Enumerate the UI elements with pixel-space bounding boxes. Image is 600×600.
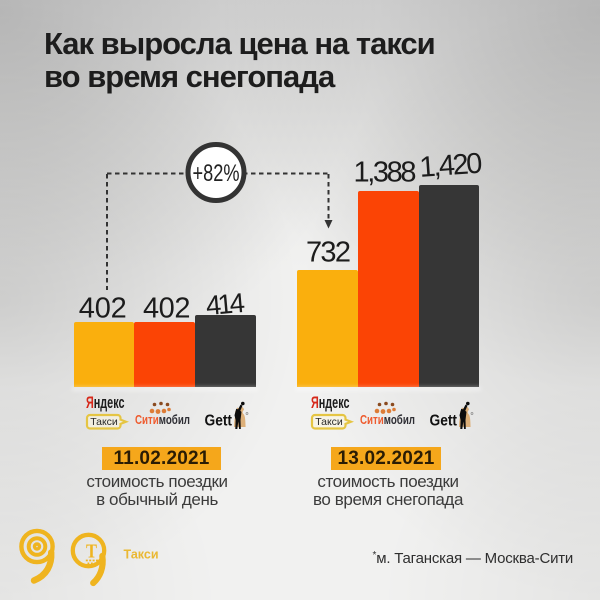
svg-text:1,420: 1,420 — [418, 148, 483, 184]
svg-text:Такси: Такси — [90, 416, 118, 428]
svg-text:+82%: +82% — [193, 160, 240, 187]
svg-text:Ситимобил: Ситимобил — [135, 413, 190, 427]
svg-text:732: 732 — [306, 236, 351, 268]
svg-text:402: 402 — [79, 293, 127, 325]
svg-text:Такси: Такси — [124, 548, 159, 562]
svg-text:1,388: 1,388 — [354, 157, 417, 189]
svg-text:Gett: Gett — [205, 413, 233, 430]
svg-text:414: 414 — [205, 287, 247, 321]
svg-text:T: T — [86, 541, 98, 563]
svg-text:Яндекс: Яндекс — [86, 393, 125, 412]
svg-text:402: 402 — [143, 293, 191, 325]
